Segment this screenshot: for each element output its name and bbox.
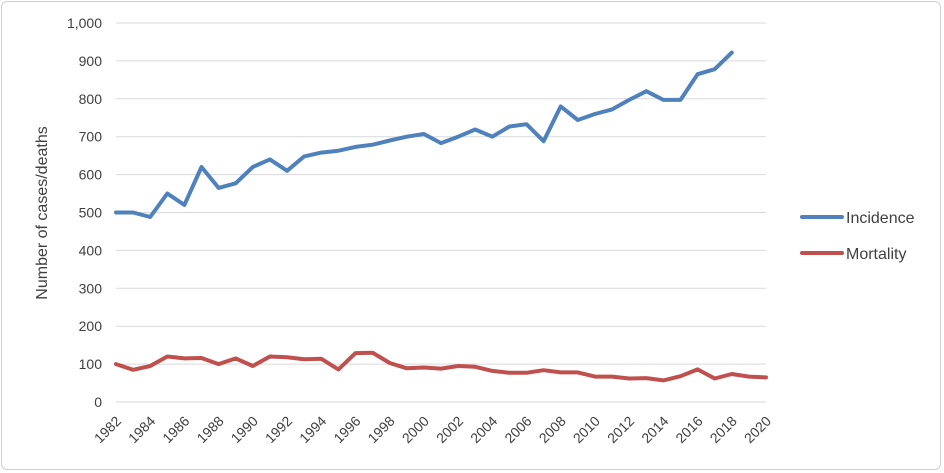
y-tick-label: 600 [79,167,103,183]
x-tick-label: 1996 [330,413,363,446]
y-axis-label: Number of cases/deaths [34,126,51,299]
series-lines [114,50,768,383]
y-tick-label: 800 [79,91,103,107]
x-tick-label: 2004 [467,413,500,446]
x-tick-label: 1984 [125,413,158,446]
series-line-incidence [114,50,734,219]
legend-item-mortality: Mortality [800,246,906,263]
x-axis-ticks: 1982 1984 1986 1988 1990 1992 1994 1996 1998 2000… [91,413,774,446]
series-line-mortality [114,350,768,383]
legend-label: Mortality [846,246,906,263]
y-tick-label: 0 [94,394,102,410]
legend-label: Incidence [846,210,915,227]
grid-lines [116,22,766,403]
x-tick-label: 1994 [296,413,329,446]
x-tick-label: 1990 [228,413,261,446]
x-tick-label: 2014 [638,413,671,446]
y-tick-label: 500 [79,205,103,221]
x-tick-label: 1992 [262,413,295,446]
x-tick-label: 2008 [536,413,569,446]
x-tick-label: 2020 [741,413,774,446]
y-tick-label: 200 [79,318,103,334]
y-axis-ticks: 0 100 200 300 400 500 600 700 800 900 1,000 [67,15,102,410]
y-tick-label: 1,000 [67,15,102,31]
legend: Incidence Mortality [800,210,915,263]
y-tick-label: 100 [79,356,103,372]
x-tick-label: 2000 [399,413,432,446]
x-tick-label: 1988 [193,413,226,446]
x-tick-label: 1998 [364,413,397,446]
x-tick-label: 2018 [707,413,740,446]
x-tick-label: 2012 [604,413,637,446]
x-tick-label: 2010 [570,413,603,446]
x-tick-label: 2016 [672,413,705,446]
x-tick-label: 2002 [433,413,466,446]
legend-item-incidence: Incidence [800,210,915,227]
x-tick-label: 2006 [501,413,534,446]
y-tick-label: 400 [79,242,103,258]
y-tick-label: 700 [79,129,103,145]
x-tick-label: 1986 [159,413,192,446]
y-tick-label: 300 [79,280,103,296]
y-tick-label: 900 [79,53,103,69]
x-tick-label: 1982 [91,413,124,446]
